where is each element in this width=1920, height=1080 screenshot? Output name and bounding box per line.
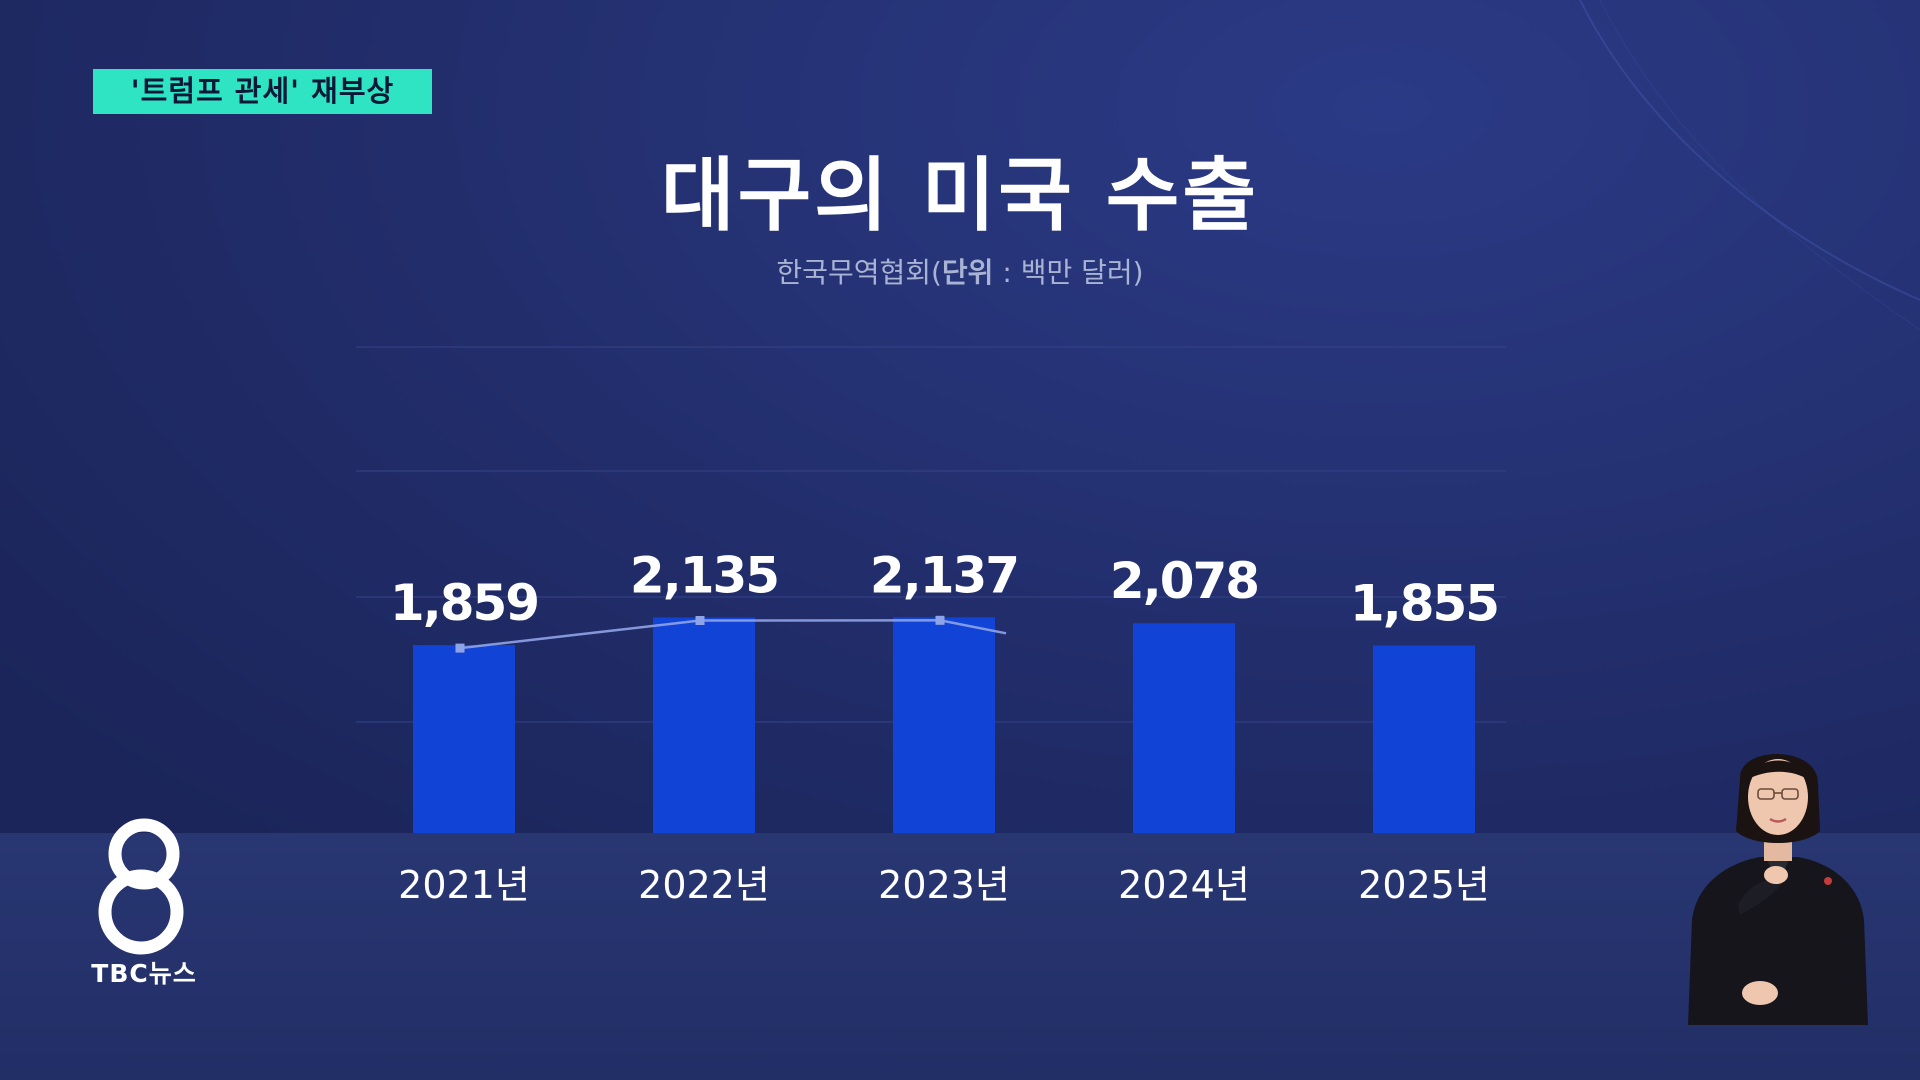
unit-value: 백만 달러 bbox=[1020, 256, 1133, 289]
unit-close-paren: ) bbox=[1132, 256, 1144, 289]
chart-title: 대구의 미국 수출 bbox=[661, 149, 1259, 242]
bar-2023년 bbox=[893, 617, 995, 833]
value-label-2021년: 1,859 bbox=[390, 574, 538, 632]
trend-line bbox=[459, 619, 1007, 650]
label-layer: 1,859 2021년 2,135 2022년 2,137 2023년 2,078 2024년… bbox=[390, 546, 1500, 907]
trend-point-2023년 bbox=[935, 615, 945, 625]
category-label-2021년: 2021년 bbox=[398, 863, 530, 907]
unit-open-paren: ( bbox=[930, 256, 942, 289]
value-label-2023년: 2,137 bbox=[870, 546, 1018, 604]
trend-point-2022년 bbox=[695, 616, 705, 625]
bar-2021년 bbox=[413, 645, 515, 833]
category-label-2023년: 2023년 bbox=[878, 863, 1010, 907]
logo-label: TBC뉴스 bbox=[91, 959, 197, 988]
value-label-2024년: 2,078 bbox=[1110, 552, 1258, 610]
value-label-2022년: 2,135 bbox=[630, 547, 778, 605]
category-label-2022년: 2022년 bbox=[638, 863, 770, 907]
source-label: 한국무역협회 bbox=[776, 256, 931, 289]
unit-separator: : bbox=[993, 256, 1021, 289]
topic-tag: '트럼프 관세' 재부상 bbox=[93, 69, 432, 114]
trend-line-layer bbox=[455, 615, 1007, 653]
sign-language-interpreter bbox=[1688, 753, 1868, 1025]
bar-layer bbox=[413, 617, 1475, 833]
category-label-2025년: 2025년 bbox=[1358, 863, 1490, 907]
category-label-2024년: 2024년 bbox=[1118, 863, 1250, 907]
value-label-2025년: 1,855 bbox=[1350, 575, 1498, 633]
eight-logo-icon bbox=[98, 818, 184, 955]
bar-2025년 bbox=[1373, 645, 1475, 833]
unit-label: 단위 bbox=[941, 256, 994, 289]
bar-2024년 bbox=[1133, 623, 1235, 833]
chart-subtitle: 한국무역협회(단위 : 백만 달러) bbox=[460, 253, 1460, 293]
bar-2022년 bbox=[653, 617, 755, 833]
trend-point-2021년 bbox=[455, 643, 465, 653]
